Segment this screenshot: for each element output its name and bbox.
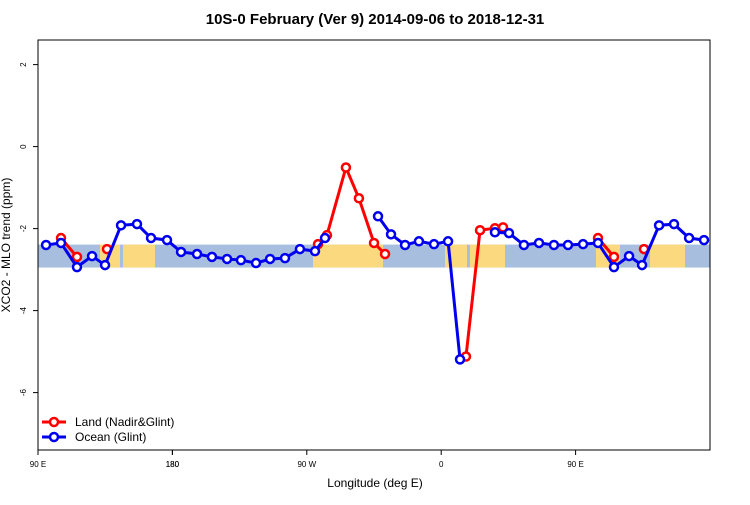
point [653, 220, 665, 231]
point [592, 237, 604, 249]
point [279, 252, 291, 264]
y-tick-label: 2 [19, 62, 28, 67]
x-tick-label: 90 W [297, 460, 316, 469]
point [518, 239, 530, 251]
plot-frame [37, 39, 711, 451]
point [115, 220, 127, 231]
point [340, 162, 352, 173]
point [533, 237, 545, 249]
point [474, 224, 486, 236]
point [399, 239, 411, 251]
point [454, 354, 466, 365]
point [175, 246, 187, 258]
x-axis-label: Longitude (deg E) [327, 476, 422, 490]
point [71, 261, 83, 273]
point [99, 259, 111, 271]
point [683, 232, 695, 244]
point [379, 248, 391, 260]
point [503, 227, 515, 239]
chart-title: 10S-0 February (Ver 9) 2014-09-06 to 201… [206, 11, 545, 28]
point [489, 227, 501, 238]
point [428, 238, 440, 250]
point [562, 239, 574, 251]
y-tick-label: 0 [19, 144, 28, 149]
x-tick-label: 180 [166, 460, 180, 469]
point [294, 243, 306, 255]
point [319, 232, 331, 244]
x-tick-label: 90 E [30, 460, 46, 469]
point [698, 234, 710, 246]
point [608, 261, 620, 273]
point [161, 234, 173, 246]
point [55, 237, 67, 249]
point [372, 211, 384, 222]
series-line [45, 215, 705, 360]
point [442, 236, 454, 247]
point [385, 229, 397, 240]
point [86, 250, 98, 262]
point [71, 251, 83, 263]
legend-label: Land (Nadir&Glint) [75, 415, 174, 429]
point [250, 257, 262, 269]
point [131, 218, 143, 230]
point [145, 232, 157, 244]
land-patch [123, 244, 155, 268]
point [608, 251, 620, 263]
x-tick-label: 180 [166, 460, 180, 469]
y-tick-label: -6 [19, 388, 28, 396]
point [548, 239, 560, 251]
point [353, 193, 365, 204]
legend-marker [48, 431, 60, 443]
point [191, 248, 203, 260]
y-tick-label: -4 [19, 306, 28, 314]
point [577, 238, 589, 250]
point [206, 251, 218, 263]
point [636, 259, 648, 271]
legend-label: Ocean (Glint) [75, 430, 146, 444]
legend-marker [48, 416, 60, 428]
point [413, 236, 425, 247]
point [623, 250, 635, 262]
point [309, 245, 321, 257]
x-tick-label: 90 E [567, 460, 583, 469]
y-axis-label: XCO2 - MLO trend (ppm) [0, 178, 13, 313]
point [368, 237, 380, 249]
y-tick-label: -2 [19, 224, 28, 232]
point [221, 253, 233, 265]
point [40, 239, 52, 251]
point [668, 218, 680, 230]
land-patch [313, 244, 383, 268]
point [235, 254, 247, 266]
point [264, 253, 276, 265]
land-patch [650, 244, 685, 268]
x-tick-label: 0 [439, 460, 444, 469]
